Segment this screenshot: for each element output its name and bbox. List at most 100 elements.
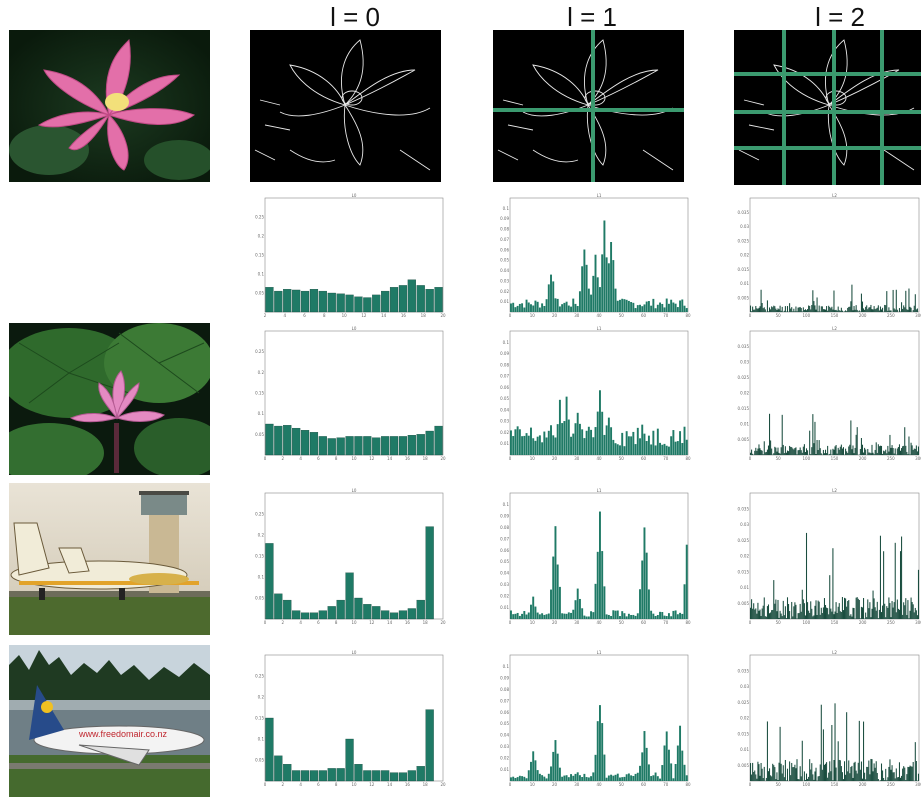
hist-bar: [901, 302, 902, 312]
y-tick-label: 0.08: [500, 525, 509, 530]
hist-bar: [606, 425, 608, 455]
hist-bar: [844, 311, 845, 312]
hist-bar: [862, 607, 863, 619]
hist-bar: [839, 603, 840, 619]
hist-bar: [866, 767, 867, 781]
hist-bar: [608, 418, 610, 455]
hist-bar: [859, 600, 860, 619]
x-tick-label: 12: [369, 782, 375, 787]
hist-bar: [767, 606, 768, 619]
hist-bar: [756, 779, 757, 781]
hist-bar: [595, 427, 597, 455]
hist-bar: [583, 250, 585, 312]
hist-bar: [904, 427, 905, 455]
hist-bar: [784, 615, 785, 619]
hist-bar: [863, 598, 864, 619]
hist-bar: [672, 430, 674, 455]
hist-bar: [886, 453, 887, 455]
hist-bar: [896, 768, 897, 781]
hist-bar: [646, 302, 648, 312]
hist-bar: [847, 453, 848, 455]
hist-bar: [851, 617, 852, 619]
hist-bar: [916, 445, 917, 455]
hist-bar: [793, 309, 794, 312]
hist-bar: [590, 430, 592, 455]
hist-bar: [539, 614, 541, 619]
airplane-photo-2: www.freedomair.co.nz: [9, 645, 210, 797]
hist-bar: [859, 721, 860, 781]
hist-bar: [561, 777, 563, 781]
hist-bar: [426, 289, 434, 312]
hist-bar: [572, 776, 574, 781]
hist-bar: [851, 449, 852, 455]
hist-bar: [526, 300, 528, 312]
hist-bar: [755, 774, 756, 781]
hist-bar: [672, 778, 674, 781]
hist-bar: [869, 307, 870, 312]
hist-bar: [372, 606, 380, 619]
hist-bar: [856, 771, 857, 781]
hist-bar: [876, 309, 877, 312]
hist-bar: [765, 452, 766, 455]
x-tick-label: 0: [749, 313, 752, 318]
hist-bar: [828, 773, 829, 781]
hist-bar: [773, 453, 774, 455]
hist-bar: [886, 780, 887, 781]
hist-bar: [882, 770, 883, 781]
hist-bar: [644, 731, 646, 781]
y-tick-label: 0.02: [500, 289, 509, 294]
hist-bar: [310, 771, 318, 782]
x-tick-label: 300: [915, 313, 921, 318]
hist-bar: [868, 608, 869, 619]
hist-bar: [532, 597, 534, 619]
hist-bar: [355, 436, 363, 455]
hist-bar: [648, 589, 650, 619]
hist-bar: [559, 768, 561, 781]
hist-bar: [870, 305, 871, 312]
hist-bar: [812, 290, 813, 312]
hist-bar: [557, 565, 559, 619]
hist-bar: [355, 297, 363, 312]
hist-bar: [417, 600, 425, 619]
hist-bar: [599, 705, 601, 781]
hist-bar: [552, 435, 554, 455]
hist-bar: [539, 435, 541, 455]
hist-bar: [754, 609, 755, 619]
x-tick-label: 8: [335, 456, 338, 461]
hist-bar: [810, 309, 811, 312]
hist-bar: [865, 613, 866, 619]
hist-bar: [873, 453, 874, 455]
hist-bar: [635, 774, 637, 781]
y-tick-label: 0.1: [503, 340, 510, 345]
x-tick-label: 14: [381, 313, 387, 318]
hist-bar: [767, 300, 768, 312]
y-tick-label: 0.05: [500, 258, 509, 263]
y-tick-label: 0.06: [500, 247, 509, 252]
hist-bar: [880, 780, 881, 781]
x-tick-label: 80: [685, 313, 691, 318]
y-tick-label: 0.05: [500, 396, 509, 401]
hist-bar: [768, 446, 769, 455]
hist-bar: [826, 608, 827, 619]
hist-bar: [519, 304, 521, 312]
y-tick-label: 0.01: [500, 441, 509, 446]
hist-bar: [537, 613, 539, 619]
hist-bar: [820, 448, 821, 455]
x-tick-label: 8: [323, 313, 326, 318]
hist-bar: [878, 444, 879, 455]
hist-bar: [780, 727, 781, 781]
hist-bar: [871, 609, 872, 619]
hist-bar: [552, 752, 554, 781]
hist-bar: [590, 611, 592, 619]
hist-bar: [777, 448, 778, 455]
hist-bar: [863, 722, 864, 781]
hist-bar: [628, 301, 630, 312]
hist-bar: [904, 605, 905, 619]
hist-bar: [781, 764, 782, 781]
y-tick-label: 0.01: [740, 422, 749, 427]
hist-bar: [546, 299, 548, 312]
hist-bar: [768, 604, 769, 619]
hist-bar: [847, 308, 848, 312]
hist-bar: [805, 309, 806, 312]
hist-bar: [771, 306, 772, 312]
